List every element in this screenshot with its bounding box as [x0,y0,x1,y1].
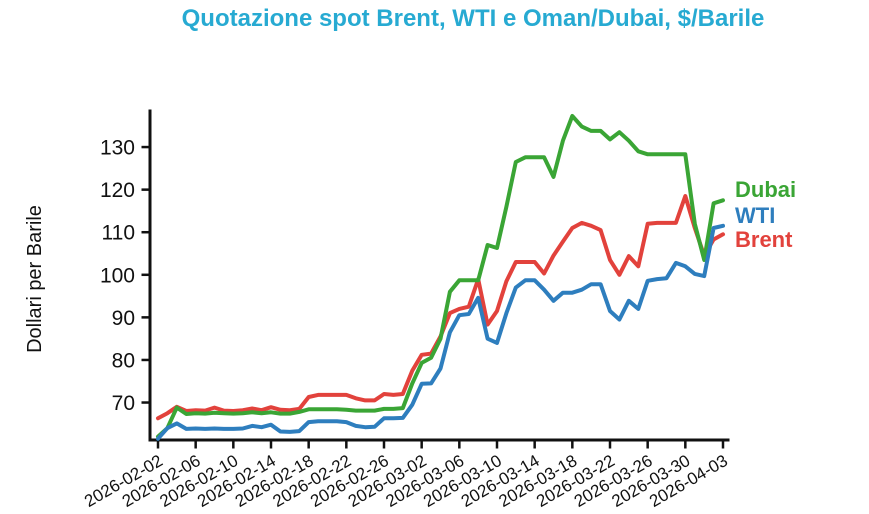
series-line-dubai [156,114,725,439]
legend-label-wti: WTI [735,203,776,228]
axis-lines [148,109,730,442]
y-tick-label: 90 [112,307,135,330]
series-line-wti [156,223,725,441]
y-axis-title: Dollari per Barile [24,205,46,353]
legend-label-dubai: Dubai [735,177,797,202]
y-tick-label: 130 [100,137,135,160]
chart-title: Quotazione spot Brent, WTI e Oman/Dubai,… [181,5,765,32]
y-tick-label: 70 [112,392,135,415]
legend-label-brent: Brent [735,227,793,252]
x-axis-ticks: 2026-02-022026-02-062026-02-102026-02-14… [81,440,731,511]
y-tick-label: 100 [100,264,135,287]
y-tick-label: 110 [102,222,135,245]
y-axis-ticks: 70 80 90 100 110 120 130 [100,137,150,415]
y-tick-label: 80 [112,349,135,372]
axes [148,109,730,442]
y-tick-label: 120 [100,179,135,202]
